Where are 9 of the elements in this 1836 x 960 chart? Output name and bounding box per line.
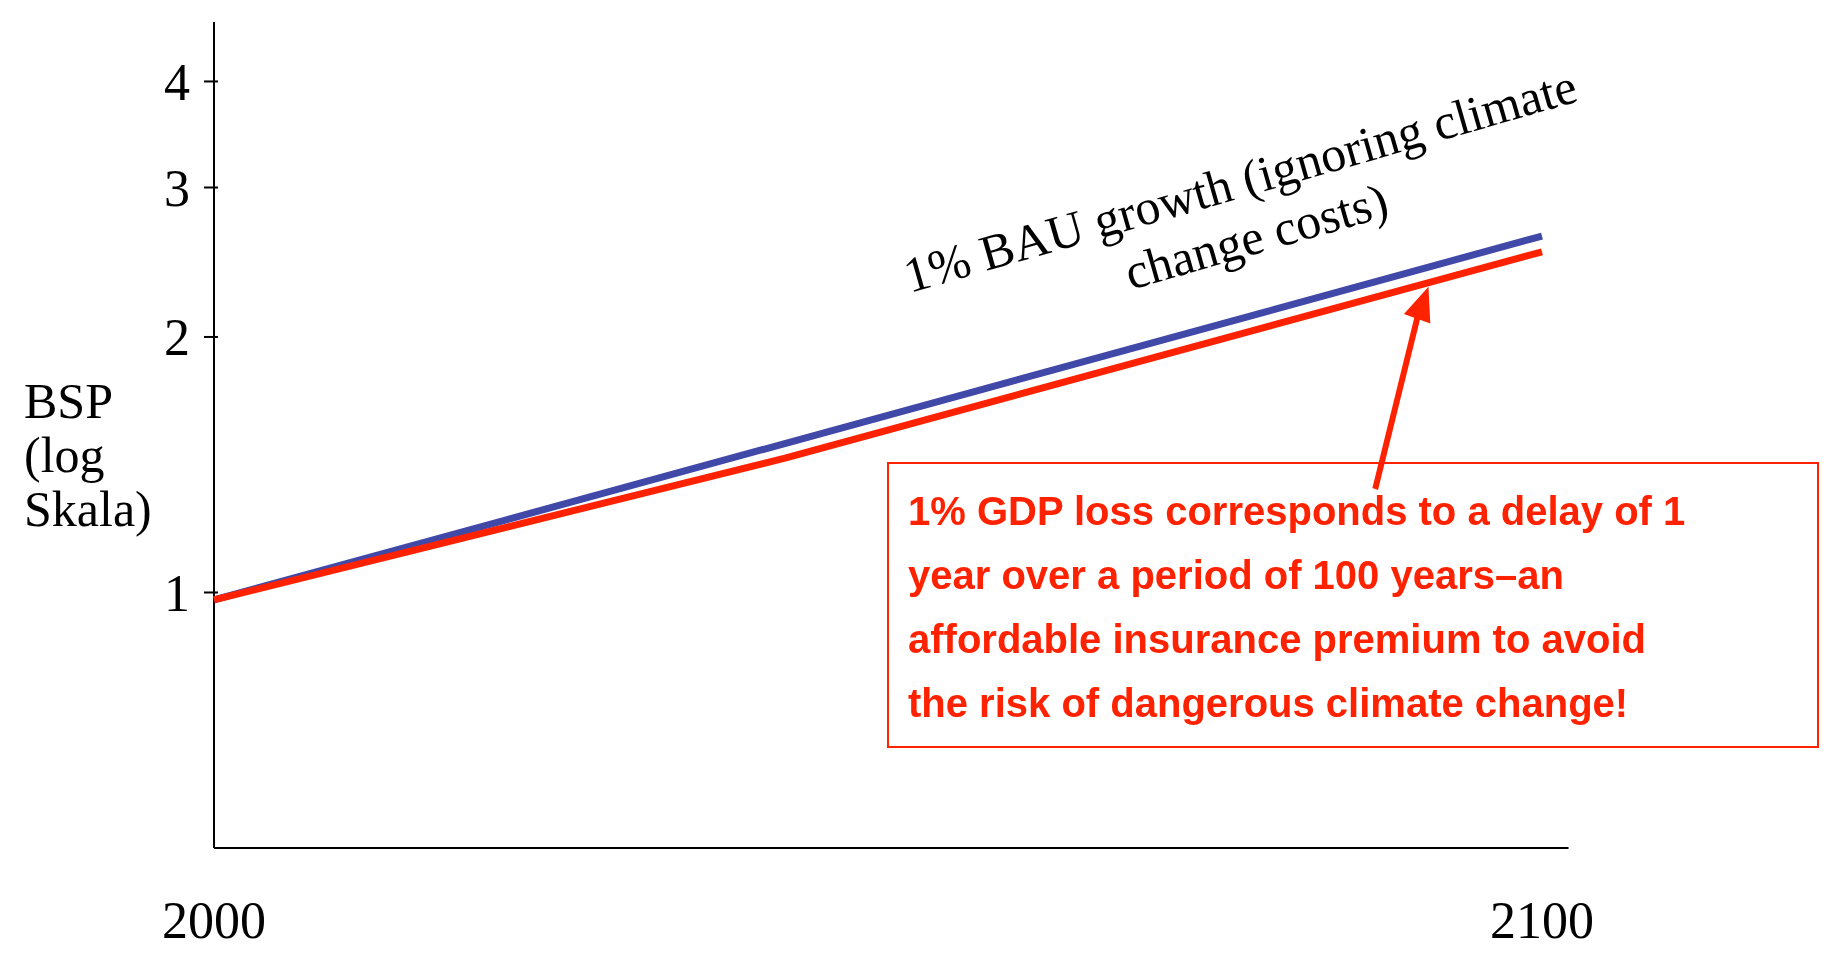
- x-tick-label: 2000: [162, 892, 266, 949]
- y-tick-label: 3: [164, 159, 190, 217]
- text: 1% BAU growth (ignoring climate change costs): [897, 57, 1583, 304]
- annotation: 1% GDP loss corresponds to a delay of 1 year over a period of 100 years–an affordable insurance premium to avoid the risk of dangerous climate change!: [908, 489, 1686, 725]
- y-axis-title: BSP (log Skala): [24, 373, 152, 537]
- y-tick-label: 4: [164, 53, 190, 111]
- y-tick-label: 2: [164, 309, 190, 367]
- y-tick-label: 1: [164, 564, 190, 622]
- x-tick-label: 2100: [1490, 892, 1594, 949]
